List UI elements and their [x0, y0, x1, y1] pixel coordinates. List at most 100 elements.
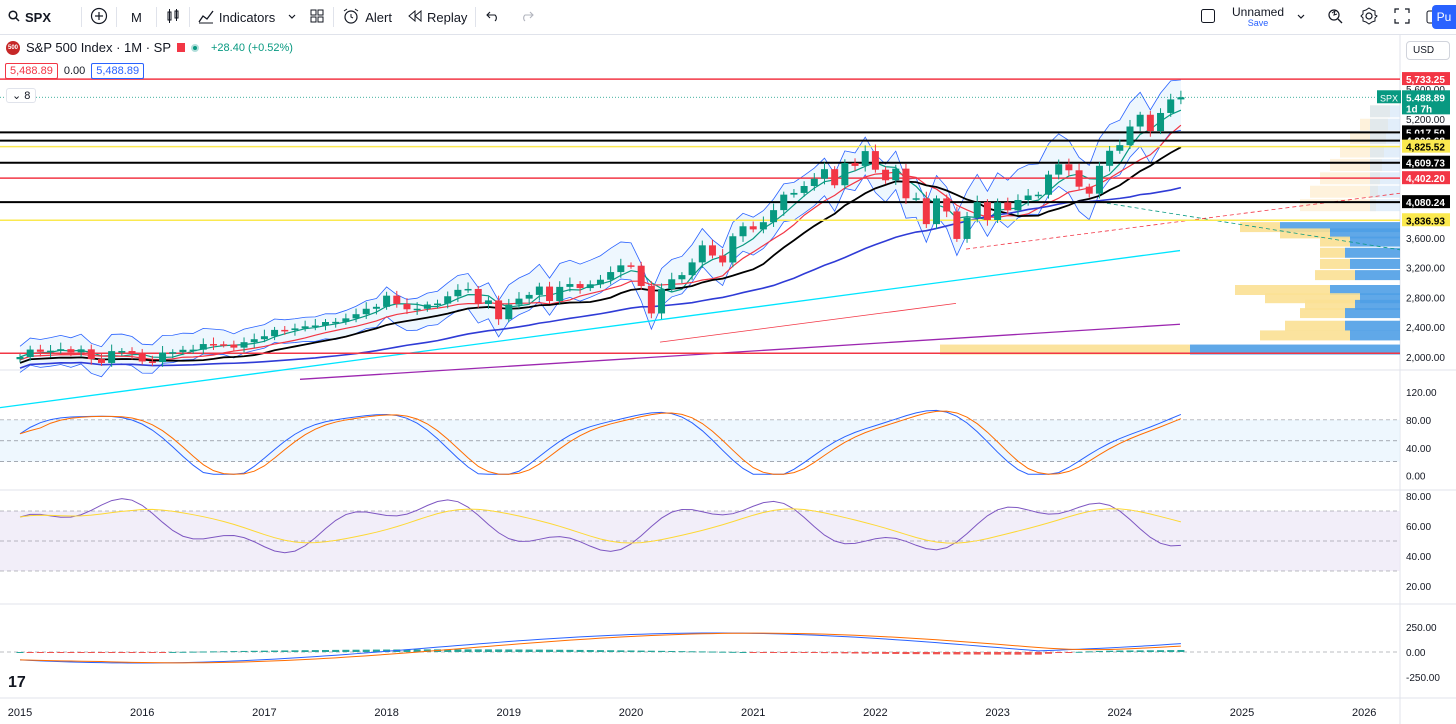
price-level-text: 5,488.89: [1406, 93, 1445, 104]
macd-signal-line: [19, 632, 1181, 664]
volume-profile-bar-up: [1320, 258, 1350, 269]
macd-histogram-bar: [301, 650, 309, 652]
candle-body: [933, 198, 940, 225]
candle-body: [1157, 112, 1165, 132]
chevron-down-icon[interactable]: [1296, 10, 1306, 25]
volume-profile-bar-down: [1330, 285, 1400, 295]
macd-histogram-bar: [413, 649, 421, 652]
candle-body: [1014, 199, 1022, 211]
macd-histogram-bar: [759, 652, 767, 653]
price-tick-label: 3,600.00: [1406, 234, 1445, 245]
compare-button[interactable]: [82, 0, 116, 35]
candles-icon: [165, 8, 181, 27]
quick-search-icon[interactable]: [1326, 7, 1344, 28]
macd-histogram-bar: [546, 649, 554, 652]
redo-button[interactable]: [510, 0, 544, 35]
macd-histogram-bar: [953, 652, 961, 655]
buy-price[interactable]: 5,488.89: [91, 63, 145, 79]
candle-body: [474, 288, 482, 304]
candle-body: [810, 178, 818, 187]
indicator-templates-button[interactable]: [283, 0, 301, 35]
macd-histogram-bar: [831, 652, 839, 654]
layout-grid-button[interactable]: [301, 0, 333, 35]
tradingview-logo[interactable]: 17: [8, 674, 26, 691]
macd-histogram-bar: [1106, 650, 1114, 652]
candle-body: [1055, 164, 1063, 175]
chart-title[interactable]: S&P 500 Index · 1M · SP: [26, 40, 171, 55]
macd-histogram-bar: [871, 652, 879, 654]
time-axis-label: 2023: [985, 707, 1009, 719]
candle-body: [1024, 195, 1032, 200]
price-level-tag: [1402, 155, 1450, 169]
layout-name-button[interactable]: Unnamed Save: [1232, 4, 1285, 29]
candle-body: [505, 304, 513, 320]
macd-histogram-bar: [464, 649, 472, 652]
ma-red-line: [19, 124, 1182, 361]
price-pane: [0, 78, 1401, 409]
undo-button[interactable]: [476, 0, 510, 35]
candle-body: [668, 279, 676, 290]
currency-selector[interactable]: USD: [1406, 41, 1450, 60]
volume-profile-bar-down: [1350, 236, 1400, 247]
chart-legend: 500 S&P 500 Index · 1M · SP +28.40 (+0.5…: [6, 40, 293, 55]
chart-type-button[interactable]: [157, 0, 189, 35]
time-axis-label: 2019: [497, 707, 521, 719]
macd-histogram-bar: [169, 651, 177, 653]
macd-histogram-bar: [739, 651, 747, 653]
candle-body: [1136, 114, 1144, 127]
publish-button[interactable]: Pu: [1432, 5, 1456, 29]
interval-button[interactable]: M: [117, 0, 156, 35]
candle-body: [902, 168, 910, 199]
candle-body: [851, 163, 859, 166]
macd-histogram-bar: [36, 652, 44, 653]
macd-histogram-bar: [851, 652, 859, 654]
flag-icon[interactable]: [177, 43, 185, 52]
macd-histogram-bar: [566, 649, 574, 652]
price-level-tag: [1402, 213, 1450, 227]
indicators-collapse-toggle[interactable]: ⌄ 8: [6, 88, 37, 103]
candle-body: [658, 289, 666, 314]
candle-body: [209, 344, 217, 346]
volume-profile-bar-down: [1355, 270, 1400, 281]
price-level-text: 4,825.52: [1406, 143, 1445, 154]
price-level-tag: [1402, 171, 1450, 185]
replay-button[interactable]: Replay: [400, 0, 475, 35]
macd-histogram-bar: [882, 652, 890, 654]
price-level-tag: [1402, 195, 1450, 209]
divider: [475, 7, 477, 27]
indicators-button[interactable]: Indicators: [190, 0, 283, 35]
layout-square-icon[interactable]: [1200, 8, 1216, 27]
price-change: +28.40 (+0.52%): [211, 41, 293, 54]
volume-profile-bar-up: [1240, 222, 1280, 233]
candle-body: [372, 306, 380, 309]
macd-histogram-bar: [668, 650, 676, 652]
macd-histogram-bar: [148, 652, 156, 653]
macd-histogram-bar: [1004, 652, 1012, 655]
macd-histogram-bar: [861, 652, 869, 654]
sell-price[interactable]: 5,488.89: [5, 63, 58, 79]
macd-histogram-bar: [332, 649, 340, 652]
macd-histogram-bar: [67, 652, 75, 653]
macd-histogram-bar: [800, 652, 808, 653]
candle-body: [16, 357, 24, 360]
macd-histogram-bar: [291, 650, 299, 652]
symbol-search[interactable]: SPX: [0, 0, 59, 35]
candle-body: [963, 217, 971, 239]
candle-body: [260, 336, 268, 340]
fullscreen-icon[interactable]: [1394, 8, 1410, 27]
redo-icon: [520, 10, 535, 25]
layout-name: Unnamed: [1232, 4, 1285, 19]
candle-body: [484, 300, 492, 304]
symbol-label: SPX: [25, 9, 52, 25]
macd-histogram-bar: [912, 652, 920, 655]
candle-body: [159, 352, 167, 363]
settings-gear-icon[interactable]: [1360, 7, 1378, 28]
time-axis-label: 2015: [8, 707, 32, 719]
candle-body: [108, 351, 116, 363]
macd-histogram-bar: [138, 652, 146, 653]
price-level-text: 1d 7h: [1406, 104, 1432, 115]
market-status-icon[interactable]: [191, 43, 199, 52]
candle-body: [515, 298, 523, 305]
alert-button[interactable]: Alert: [334, 0, 400, 35]
